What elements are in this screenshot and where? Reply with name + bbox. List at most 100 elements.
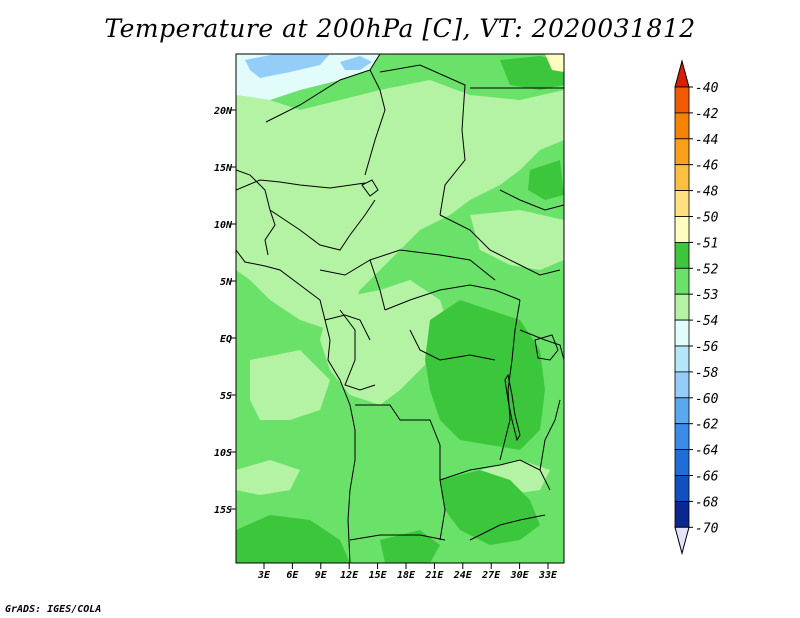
colorbar-segment: [674, 267, 690, 295]
colorbar-segment: [674, 216, 690, 243]
field-blue-northwest: [245, 54, 330, 78]
colorbar-segment: [674, 319, 690, 347]
colorbar-segment: [674, 293, 690, 321]
border-angola-south: [349, 534, 446, 541]
lat-label: 10S: [214, 448, 232, 459]
lon-label: 18E: [397, 570, 416, 581]
colorbar-label: -40: [695, 81, 719, 96]
field-light-south: [236, 460, 300, 495]
border-drc-east: [499, 299, 521, 461]
field-yellow-corner: [545, 54, 564, 72]
lat-label: 10N: [214, 220, 233, 231]
temperature-field: [236, 54, 564, 563]
field-dark-south-spot: [380, 530, 440, 563]
lake-chad: [361, 179, 379, 197]
border-algeria-niger: [265, 54, 381, 123]
field-dark-northeast: [500, 56, 564, 90]
colorbar-label: -48: [695, 185, 719, 200]
border-malawi: [539, 399, 561, 471]
lon-label: 27E: [481, 570, 501, 581]
lon-label: 24E: [453, 570, 473, 581]
colorbar-label: -53: [695, 288, 718, 303]
river-congo: [409, 329, 496, 361]
border-nigeria: [269, 199, 376, 251]
colorbar-label: -64: [695, 444, 718, 459]
lat-label: EQ: [220, 334, 232, 345]
colorbar-label: -68: [695, 495, 719, 510]
colorbar-label: -46: [695, 159, 719, 174]
field-dark-east-spot: [528, 160, 564, 200]
colorbar-label: -52: [695, 262, 719, 277]
field-blue-north-spot: [340, 56, 372, 70]
border-chad-sudan: [379, 64, 466, 216]
field-light-central: [320, 280, 450, 405]
field-dark-southwest: [236, 515, 350, 563]
colorbar-segment: [674, 500, 690, 528]
colorbar-label: -50: [695, 211, 719, 226]
lake-tanganyika: [504, 373, 521, 442]
lon-label: 33E: [538, 570, 558, 581]
field-light-west-arm: [250, 350, 330, 420]
chart-title: Temperature at 200hPa [C], VT: 202003181…: [104, 14, 696, 43]
border-drc-north: [384, 284, 521, 311]
lat-label: 5N: [220, 277, 233, 288]
colorbar: -40 -42 -44 -46 -48 -50 -51 -52 -53 -54 -56 -58 -60 -…: [674, 59, 719, 556]
lake-victoria: [534, 334, 559, 361]
lon-label: 3E: [257, 570, 271, 581]
footer-credit: GrADS: IGES/COLA: [5, 604, 102, 615]
lon-label: 12E: [340, 570, 359, 581]
colorbar-segment: [674, 112, 690, 140]
colorbar-segment: [674, 190, 690, 217]
lat-label: 5S: [220, 391, 232, 402]
border-angola: [355, 404, 446, 541]
lat-label: 15N: [214, 163, 233, 174]
lon-label: 15E: [369, 570, 388, 581]
colorbar-segment: [674, 449, 690, 476]
border-zimbabwe: [469, 514, 546, 541]
colorbar-segment: [674, 241, 690, 269]
lon-label: 9E: [315, 570, 328, 581]
lat-label: 15S: [214, 505, 232, 516]
country-borders: [236, 54, 564, 563]
border-zambia: [439, 459, 551, 491]
colorbar-label: -70: [695, 521, 719, 536]
colorbar-segment: [674, 423, 690, 451]
colorbar-top-arrow: [674, 59, 690, 88]
colorbar-label: -58: [695, 366, 719, 381]
colorbar-label: -54: [695, 314, 718, 329]
lon-label: 21E: [424, 570, 444, 581]
colorbar-label: -51: [695, 236, 718, 251]
border-car: [369, 249, 496, 281]
border-libya-chad: [364, 69, 386, 176]
colorbar-label: -62: [695, 418, 719, 433]
border-tanzania: [519, 329, 564, 361]
field-light-north: [236, 80, 564, 330]
border-congo: [339, 309, 376, 391]
coastline-west: [236, 249, 356, 563]
colorbar-segment: [674, 164, 690, 191]
field-light-east: [470, 210, 564, 270]
colorbar-label: -42: [695, 107, 719, 122]
lat-label: 20N: [213, 106, 233, 117]
colorbar-label: -60: [695, 392, 719, 407]
colorbar-bottom-arrow: [674, 526, 690, 556]
colorbar-segment: [674, 138, 690, 166]
colorbar-segment: [674, 371, 690, 399]
lon-label: 30E: [510, 570, 530, 581]
colorbar-segment: [674, 86, 690, 114]
longitude-ticks: 3E 6E 9E 12E 15E 18E 21E 24E 27E 30E 33E: [257, 563, 558, 581]
border-gabon: [324, 314, 371, 341]
colorbar-label: -56: [695, 340, 719, 355]
latitude-ticks: 20N 15N 10N 5N EQ 5S 10S 15S: [213, 106, 236, 516]
field-dark-southeast: [440, 470, 540, 545]
colorbar-segment: [674, 397, 690, 425]
map-frame: [235, 53, 565, 564]
lon-label: 6E: [286, 570, 299, 581]
colorbar-label: -44: [695, 133, 718, 148]
border-ethiopia: [499, 189, 564, 211]
colorbar-segment: [674, 345, 690, 373]
border-south-sudan: [439, 214, 561, 276]
colorbar-label: -66: [695, 470, 719, 485]
colorbar-segment: [674, 475, 690, 502]
